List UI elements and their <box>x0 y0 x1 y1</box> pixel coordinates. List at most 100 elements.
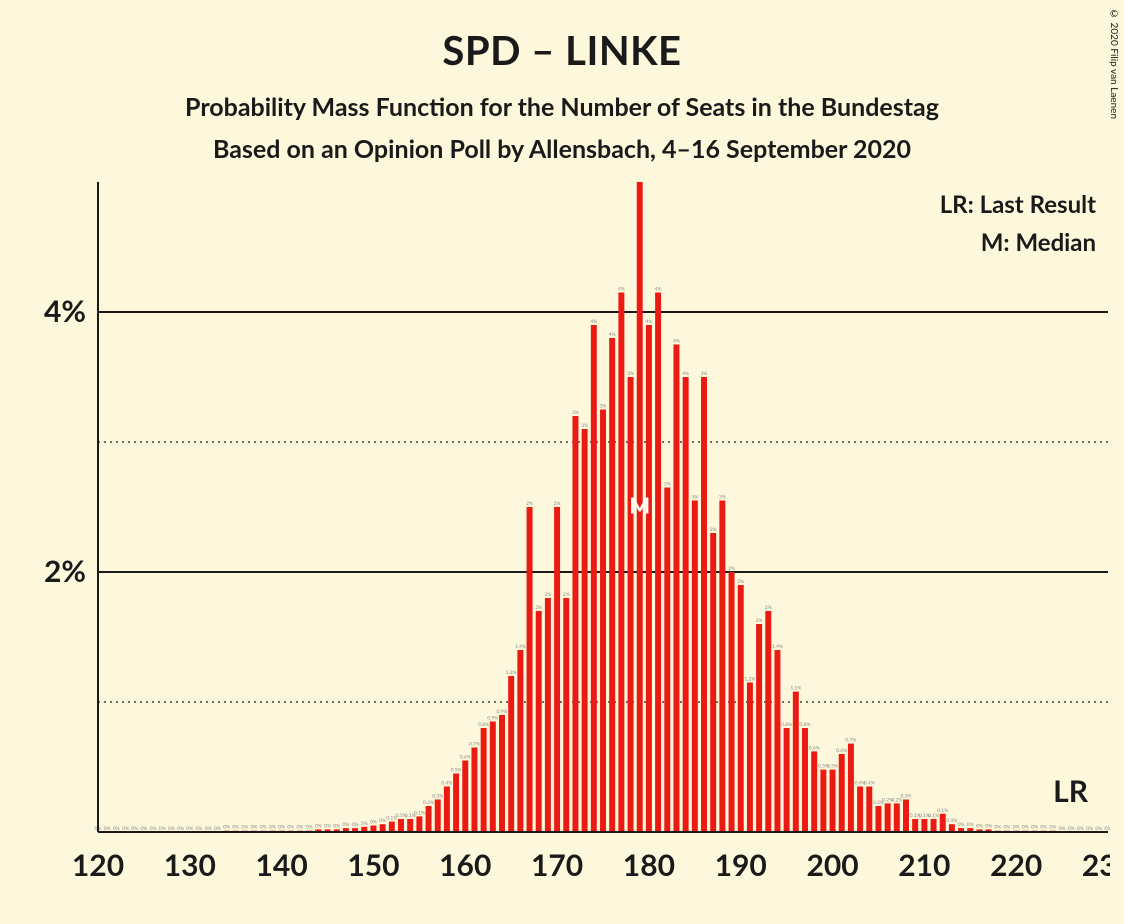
svg-text:2%: 2% <box>756 618 763 624</box>
svg-text:0%: 0% <box>232 825 239 831</box>
svg-text:4%: 4% <box>609 332 616 338</box>
svg-text:0.1%: 0.1% <box>946 818 957 824</box>
svg-text:0.6%: 0.6% <box>460 755 471 761</box>
svg-text:0.3%: 0.3% <box>432 794 443 800</box>
svg-text:0%: 0% <box>306 825 313 831</box>
svg-text:1.4%: 1.4% <box>515 644 526 650</box>
svg-text:0%: 0% <box>379 818 386 824</box>
svg-text:2%: 2% <box>710 527 717 533</box>
svg-text:0%: 0% <box>1022 825 1029 831</box>
svg-text:0%: 0% <box>315 823 322 829</box>
svg-text:0.1%: 0.1% <box>414 810 425 816</box>
svg-text:0.5%: 0.5% <box>451 768 462 774</box>
svg-text:0.4%: 0.4% <box>441 781 452 787</box>
chart-svg: 0%0%0%0%0%0%0%0%0%0%0%0%0%0%0%0%0%0%0%0%… <box>38 182 1110 902</box>
svg-text:0.8%: 0.8% <box>800 722 811 728</box>
svg-text:4%: 4% <box>682 371 689 377</box>
chart-title: SPD – LINKE <box>0 26 1124 74</box>
copyright-text: © 2020 Filip van Laenen <box>1108 8 1120 119</box>
svg-text:200: 200 <box>806 847 858 883</box>
svg-text:3%: 3% <box>701 371 708 377</box>
svg-text:0%: 0% <box>297 825 304 831</box>
svg-text:4%: 4% <box>655 287 662 293</box>
svg-text:4%: 4% <box>673 339 680 345</box>
svg-text:2%: 2% <box>44 553 86 589</box>
svg-text:1.4%: 1.4% <box>772 644 783 650</box>
svg-text:2%: 2% <box>737 579 744 585</box>
svg-text:1.2%: 1.2% <box>506 670 517 676</box>
svg-text:0%: 0% <box>260 825 267 831</box>
svg-text:150: 150 <box>347 847 399 883</box>
svg-text:0.3%: 0.3% <box>901 794 912 800</box>
svg-text:0.5%: 0.5% <box>827 764 838 770</box>
svg-text:2%: 2% <box>765 605 772 611</box>
svg-text:0.7%: 0.7% <box>469 742 480 748</box>
svg-text:4%: 4% <box>44 293 86 329</box>
svg-text:0.9%: 0.9% <box>487 716 498 722</box>
svg-text:170: 170 <box>531 847 583 883</box>
svg-text:0.9%: 0.9% <box>497 709 508 715</box>
svg-text:0%: 0% <box>223 825 230 831</box>
svg-text:3%: 3% <box>581 423 588 429</box>
chart-subtitle-2: Based on an Opinion Poll by Allensbach, … <box>0 134 1124 164</box>
svg-text:1.1%: 1.1% <box>790 686 801 692</box>
svg-text:3%: 3% <box>627 371 634 377</box>
svg-text:3%: 3% <box>664 482 671 488</box>
svg-text:0%: 0% <box>324 823 331 829</box>
svg-text:2%: 2% <box>728 566 735 572</box>
svg-text:2%: 2% <box>563 592 570 598</box>
svg-text:0%: 0% <box>269 825 276 831</box>
svg-text:0%: 0% <box>333 823 340 829</box>
svg-text:3%: 3% <box>600 404 607 410</box>
svg-text:0%: 0% <box>994 825 1001 831</box>
svg-text:3%: 3% <box>719 495 726 501</box>
svg-text:3%: 3% <box>572 410 579 416</box>
svg-text:0.1%: 0.1% <box>937 808 948 814</box>
svg-text:140: 140 <box>256 847 308 883</box>
svg-text:0.6%: 0.6% <box>836 748 847 754</box>
svg-text:130: 130 <box>164 847 216 883</box>
svg-text:4%: 4% <box>590 319 597 325</box>
svg-text:0.7%: 0.7% <box>845 738 856 744</box>
svg-text:0%: 0% <box>370 820 377 826</box>
svg-text:2%: 2% <box>544 592 551 598</box>
svg-text:1.2%: 1.2% <box>744 677 755 683</box>
svg-text:0%: 0% <box>342 822 349 828</box>
svg-text:0%: 0% <box>287 825 294 831</box>
svg-text:0%: 0% <box>958 822 965 828</box>
titles-block: SPD – LINKE Probability Mass Function fo… <box>0 0 1124 164</box>
svg-text:0%: 0% <box>241 825 248 831</box>
svg-text:0%: 0% <box>1040 825 1047 831</box>
svg-text:0%: 0% <box>251 825 258 831</box>
svg-text:M: M <box>629 492 650 519</box>
svg-text:0%: 0% <box>352 822 359 828</box>
svg-text:0.2%: 0.2% <box>423 800 434 806</box>
svg-text:180: 180 <box>623 847 675 883</box>
svg-text:2%: 2% <box>526 501 533 507</box>
svg-text:3%: 3% <box>691 495 698 501</box>
svg-text:0%: 0% <box>278 825 285 831</box>
svg-text:190: 190 <box>715 847 767 883</box>
svg-text:0%: 0% <box>985 823 992 829</box>
svg-text:160: 160 <box>439 847 491 883</box>
svg-text:0.1%: 0.1% <box>928 813 939 819</box>
svg-text:120: 120 <box>72 847 124 883</box>
svg-text:0.8%: 0.8% <box>781 722 792 728</box>
chart-subtitle-1: Probability Mass Function for the Number… <box>0 92 1124 122</box>
svg-text:4%: 4% <box>645 319 652 325</box>
svg-text:0%: 0% <box>1004 825 1011 831</box>
svg-text:2%: 2% <box>535 605 542 611</box>
svg-text:0%: 0% <box>1031 825 1038 831</box>
svg-text:0.8%: 0.8% <box>478 722 489 728</box>
svg-text:0%: 0% <box>967 822 974 828</box>
svg-text:0%: 0% <box>1013 825 1020 831</box>
svg-text:0.6%: 0.6% <box>809 745 820 751</box>
svg-text:0%: 0% <box>976 823 983 829</box>
svg-text:0%: 0% <box>1049 825 1056 831</box>
svg-text:2%: 2% <box>554 501 561 507</box>
svg-text:230: 230 <box>1082 847 1110 883</box>
svg-text:220: 220 <box>990 847 1042 883</box>
svg-text:210: 210 <box>898 847 950 883</box>
svg-text:4%: 4% <box>618 287 625 293</box>
svg-text:0.4%: 0.4% <box>864 781 875 787</box>
